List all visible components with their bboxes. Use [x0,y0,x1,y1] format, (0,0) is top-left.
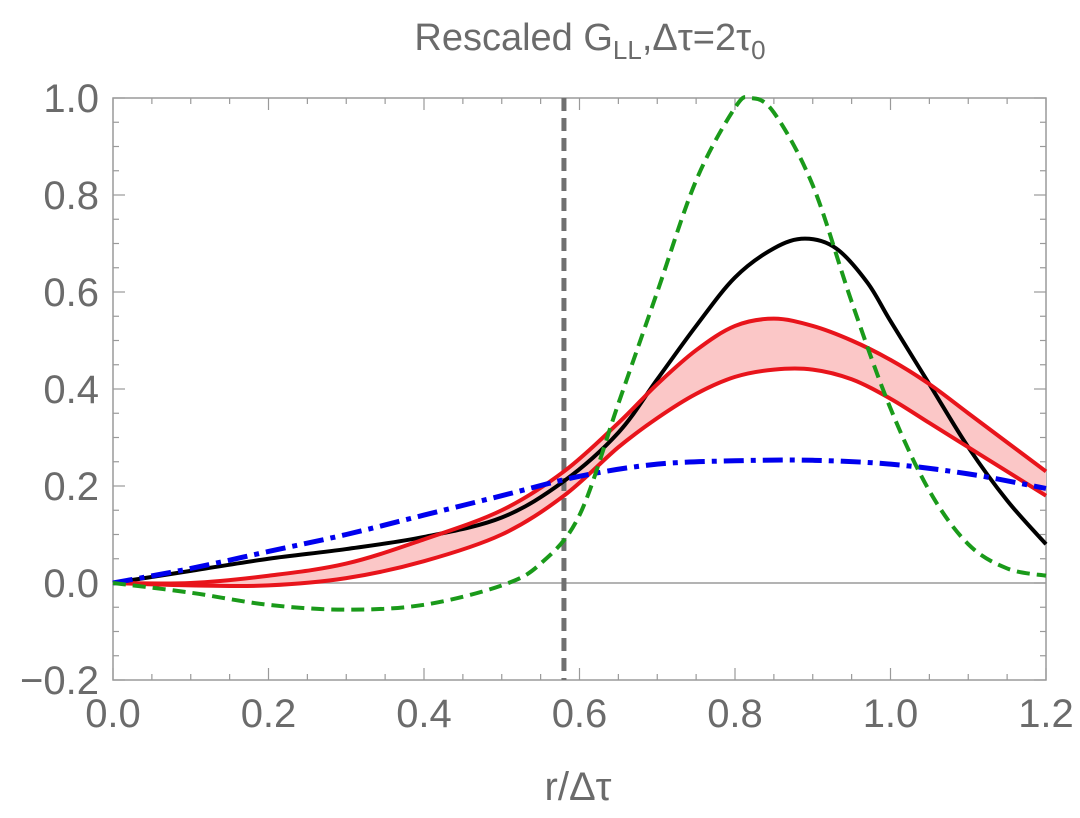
x-tick-label: 0.6 [552,692,608,736]
series-line-blue-dashdot [112,457,1047,586]
y-tick-label: 0.6 [43,271,99,315]
series-line-red-band-lower [112,366,1048,589]
x-tick-label: 0.4 [396,692,452,736]
y-tick-labels: −0.2 0.0 0.2 0.4 0.6 0.8 1.0 [20,77,99,703]
x-tick-label: 1.2 [1018,692,1074,736]
x-tick-labels: 0.0 0.2 0.4 0.6 0.8 1.0 1.2 [85,692,1074,736]
y-tick-label: 0.4 [43,368,99,412]
series-line-black-solid [112,236,1048,585]
y-tick-label: 0.0 [43,562,99,606]
series-layer [112,95,1048,612]
y-tick-label: 1.0 [43,77,99,121]
y-tick-label: 0.8 [43,174,99,218]
plot-area [112,95,1048,681]
series-line-green-dashed [112,95,1047,612]
x-tick-label: 0.8 [707,692,763,736]
x-tick-label: 1.0 [863,692,919,736]
x-axis-title: r/Δτ [545,765,612,809]
x-tick-label: 0.2 [241,692,297,736]
chart-title: Rescaled GLL,Δτ=2τ0 [414,17,765,65]
y-tick-label: 0.2 [43,465,99,509]
series-line-red-band-upper [112,316,1048,586]
x-tick-label: 0.0 [85,692,141,736]
red-band-fill [113,318,1046,587]
y-tick-label: −0.2 [20,659,99,703]
